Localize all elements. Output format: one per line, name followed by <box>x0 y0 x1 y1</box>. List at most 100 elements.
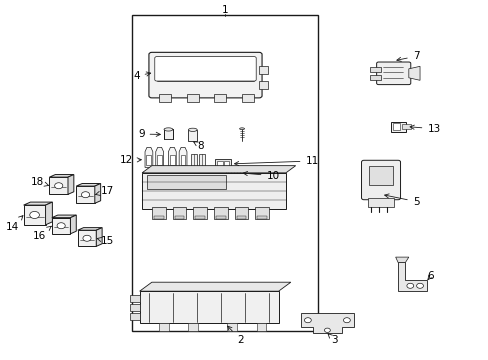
Text: 8: 8 <box>193 141 203 151</box>
Bar <box>180 154 185 165</box>
Polygon shape <box>179 147 186 167</box>
Circle shape <box>343 318 349 323</box>
Circle shape <box>30 211 40 219</box>
Polygon shape <box>130 296 140 302</box>
Bar <box>159 94 170 102</box>
Text: 18: 18 <box>30 177 49 187</box>
Text: 6: 6 <box>427 271 433 281</box>
Polygon shape <box>49 177 68 194</box>
Bar <box>255 207 268 219</box>
Text: 12: 12 <box>120 155 141 165</box>
Bar <box>186 94 198 102</box>
Text: 5: 5 <box>384 194 419 207</box>
Text: 13: 13 <box>409 124 440 134</box>
FancyBboxPatch shape <box>149 52 262 98</box>
Polygon shape <box>76 186 95 203</box>
Bar <box>195 216 204 219</box>
Bar <box>256 323 266 330</box>
Bar <box>163 130 172 139</box>
Bar <box>147 175 225 189</box>
Circle shape <box>81 192 89 198</box>
Polygon shape <box>395 257 408 262</box>
Polygon shape <box>78 228 102 230</box>
Polygon shape <box>300 314 353 333</box>
Bar <box>140 291 278 323</box>
Text: 7: 7 <box>396 51 419 62</box>
Polygon shape <box>70 215 76 234</box>
Circle shape <box>57 223 65 229</box>
Bar <box>257 216 266 219</box>
Bar <box>259 66 267 74</box>
Polygon shape <box>95 184 101 203</box>
Circle shape <box>83 235 91 241</box>
Text: 17: 17 <box>95 186 114 197</box>
Text: 1: 1 <box>221 5 228 15</box>
Bar <box>172 207 186 219</box>
Bar <box>369 75 380 80</box>
Bar <box>188 323 198 330</box>
Bar <box>142 173 285 209</box>
Polygon shape <box>45 202 52 225</box>
Bar <box>242 94 253 102</box>
Bar <box>227 323 237 330</box>
Text: 9: 9 <box>138 129 160 139</box>
Bar <box>188 130 197 141</box>
Bar <box>214 94 225 102</box>
Bar <box>199 154 205 167</box>
Bar <box>159 323 168 330</box>
Bar <box>401 125 410 129</box>
Polygon shape <box>52 218 70 234</box>
Bar <box>146 154 151 165</box>
Circle shape <box>55 183 62 189</box>
Polygon shape <box>49 175 74 177</box>
Bar <box>225 168 239 177</box>
Bar <box>215 159 230 168</box>
Text: 15: 15 <box>97 236 114 246</box>
Bar <box>234 207 248 219</box>
Bar <box>169 154 174 165</box>
Polygon shape <box>130 305 140 311</box>
Bar <box>368 166 392 185</box>
Bar <box>152 207 165 219</box>
Polygon shape <box>142 166 295 173</box>
Polygon shape <box>96 228 102 246</box>
Polygon shape <box>76 184 101 186</box>
Circle shape <box>324 328 330 332</box>
Ellipse shape <box>163 128 172 131</box>
Polygon shape <box>156 147 163 167</box>
Bar <box>193 207 206 219</box>
Bar <box>259 81 267 89</box>
Text: 16: 16 <box>33 226 51 240</box>
Polygon shape <box>408 66 419 80</box>
Text: 3: 3 <box>327 334 337 345</box>
Circle shape <box>406 283 413 288</box>
Text: 14: 14 <box>5 216 23 231</box>
Bar <box>217 161 223 167</box>
FancyBboxPatch shape <box>361 160 400 200</box>
Bar <box>390 122 406 132</box>
Polygon shape <box>145 147 153 167</box>
Bar <box>216 216 225 219</box>
Bar <box>132 15 317 330</box>
Polygon shape <box>140 282 290 291</box>
Polygon shape <box>23 202 52 205</box>
Polygon shape <box>168 147 176 167</box>
Bar <box>157 154 162 165</box>
Bar <box>214 207 227 219</box>
Polygon shape <box>68 175 74 194</box>
Polygon shape <box>397 262 427 291</box>
FancyBboxPatch shape <box>155 57 256 81</box>
Bar <box>369 67 380 72</box>
Bar <box>236 216 246 219</box>
FancyBboxPatch shape <box>376 62 410 85</box>
Bar <box>154 216 163 219</box>
Text: 10: 10 <box>243 171 279 181</box>
Bar <box>392 123 399 130</box>
Bar <box>224 161 228 167</box>
Ellipse shape <box>188 128 197 131</box>
Polygon shape <box>52 215 76 218</box>
Text: 4: 4 <box>133 71 150 81</box>
Text: 2: 2 <box>227 326 244 345</box>
Polygon shape <box>367 198 393 207</box>
Bar <box>174 216 184 219</box>
